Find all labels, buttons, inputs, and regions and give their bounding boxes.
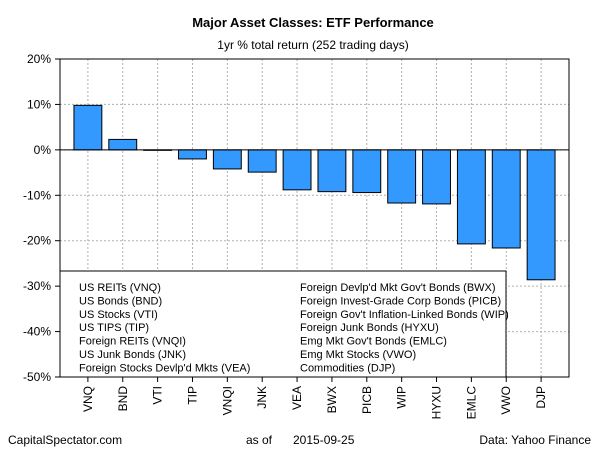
bar-jnk — [247, 149, 277, 173]
x-tick-label-hyxu: HYXU — [430, 386, 444, 419]
x-tick-label-vti: VTI — [151, 386, 165, 405]
legend-column-2: Foreign Devlp'd Mkt Gov't Bonds (BWX)For… — [300, 282, 509, 374]
legend-entry: US REITs (VNQ) — [79, 282, 161, 294]
x-tick-label-picb: PICB — [360, 386, 374, 414]
x-tick-label-vnq: VNQ — [81, 386, 95, 412]
y-tick-label: 0% — [34, 143, 52, 157]
y-tick-label: -50% — [23, 370, 51, 384]
bar-bnd — [108, 138, 138, 151]
bar-vnqi — [212, 149, 242, 170]
y-tick-label: -10% — [23, 188, 51, 202]
x-tick-label-emlc: EMLC — [464, 386, 478, 420]
legend-entry: US TIPS (TIP) — [79, 322, 149, 334]
y-axis: 20% 10% 0% -10% -20% -30% -40% -50% — [23, 52, 60, 384]
legend-entry: Foreign REITs (VNQI) — [79, 336, 186, 348]
footer-source-left: CapitalSpectator.com — [8, 433, 122, 447]
legend-entry: Commodities (DJP) — [300, 362, 395, 374]
x-tick-label-vwo: VWO — [499, 386, 513, 415]
x-tick-label-bwx: BWX — [325, 386, 339, 413]
bar-hyxu — [422, 149, 451, 205]
legend-entry: US Bonds (BND) — [79, 295, 162, 307]
bar-bwx — [317, 149, 347, 193]
y-tick-label: 10% — [27, 97, 51, 111]
legend-entry: US Junk Bonds (JNK) — [79, 349, 186, 361]
legend-entry: Foreign Devlp'd Mkt Gov't Bonds (BWX) — [300, 282, 496, 294]
bar-wip — [387, 149, 417, 204]
bars — [73, 104, 556, 281]
bar-tip — [178, 149, 207, 160]
legend-entry: Foreign Stocks Devlp'd Mkts (VEA) — [79, 362, 250, 374]
x-tick-label-tip: TIP — [185, 386, 199, 405]
bar-vwo — [491, 149, 521, 249]
x-tick-label-vea: VEA — [290, 386, 304, 410]
y-tick-label: -40% — [23, 325, 51, 339]
legend-entry: Foreign Invest-Grade Corp Bonds (PICB) — [300, 295, 501, 307]
chart-title: Major Asset Classes: ETF Performance — [192, 15, 434, 30]
legend-entry: Foreign Junk Bonds (HYXU) — [300, 322, 439, 334]
x-axis: VNQ BND VTI TIP VNQI JNK VEA BWX PICB WIP HYXU EMLC… — [81, 377, 548, 419]
legend-entry: Emg Mkt Stocks (VWO) — [300, 349, 416, 361]
legend-entry: Emg Mkt Gov't Bonds (EMLC) — [300, 336, 447, 348]
plot-frame — [59, 58, 570, 378]
bar-emlc — [456, 149, 486, 245]
legend-box — [59, 270, 507, 378]
bar-djp — [526, 149, 556, 281]
y-tick-label: -20% — [23, 234, 51, 248]
chart-subtitle: 1yr % total return (252 trading days) — [217, 38, 408, 52]
bar-vea — [282, 149, 312, 191]
footer-date-prefix: as of — [246, 433, 273, 447]
legend: US REITs (VNQ)US Bonds (BND) US Stocks (V… — [59, 270, 509, 378]
y-tick-label: -30% — [23, 279, 51, 293]
x-tick-label-bnd: BND — [116, 386, 130, 412]
x-tick-label-wip: WIP — [395, 386, 409, 409]
x-tick-label-jnk: JNK — [255, 386, 269, 409]
legend-column-1: US REITs (VNQ)US Bonds (BND) US Stocks (V… — [79, 282, 250, 374]
legend-entry: Foreign Gov't Inflation-Linked Bonds (WI… — [300, 309, 509, 321]
y-tick-label: 20% — [27, 52, 51, 66]
x-tick-label-djp: DJP — [534, 386, 548, 409]
bar-vnq — [73, 104, 103, 151]
x-tick-label-vnqi: VNQI — [220, 386, 234, 415]
footer-date: 2015-09-25 — [293, 433, 355, 447]
footer-source-right: Data: Yahoo Finance — [479, 433, 591, 447]
bar-picb — [352, 149, 382, 194]
legend-entry: US Stocks (VTI) — [79, 309, 158, 321]
